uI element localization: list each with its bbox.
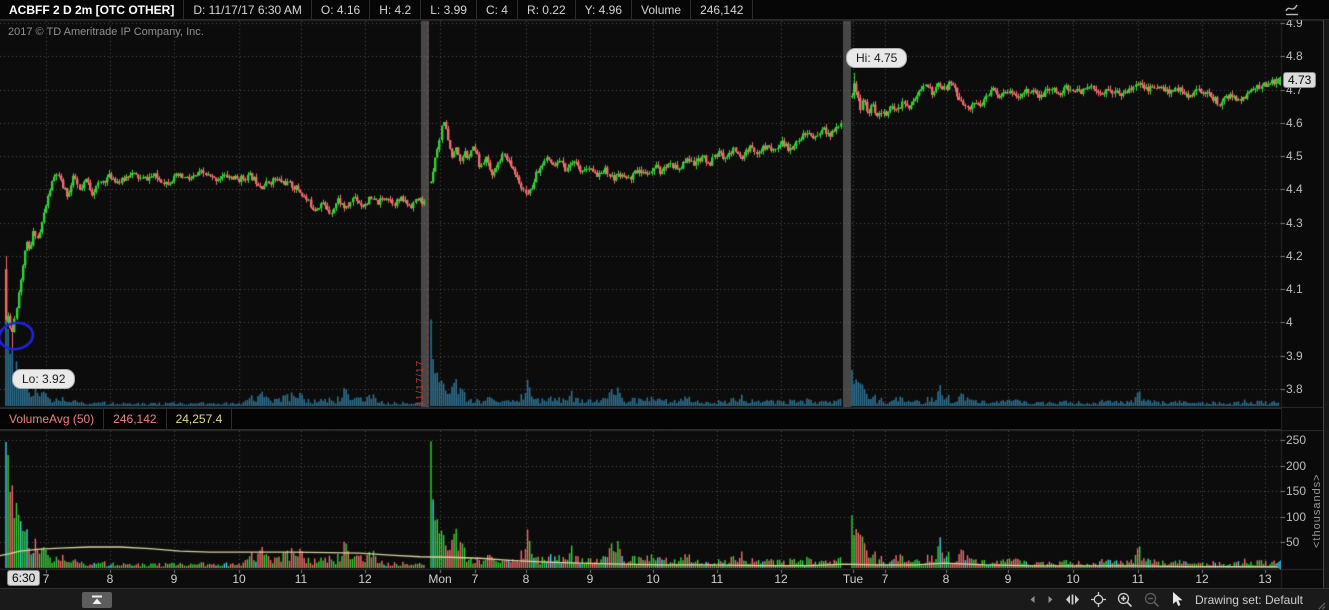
time-axis-label: 9 [586,572,594,586]
price-axis-label: 4.6 [1286,115,1303,130]
time-axis-label: 11 [294,572,308,586]
ohlc-field: D: 11/17/17 6:30 AM [184,0,312,19]
volume-axis-label: 200 [1286,458,1307,473]
volume-study-name[interactable]: VolumeAvg (50) [0,409,105,429]
chart-style-icon[interactable] [1285,3,1302,16]
price-axis-label: 4.2 [1286,248,1303,263]
time-axis-label: 13 [1258,572,1272,586]
last-price-badge: 4.73 [1283,72,1317,88]
volume-axis-label: 250 [1286,433,1307,447]
high-label: Hi: 4.75 [846,48,908,68]
price-axis-label: 4.5 [1286,149,1303,164]
time-axis-label: 7 [471,572,479,586]
time-axis-label: 8 [942,572,950,586]
pan-right-icon[interactable] [1047,595,1054,604]
collapse-icon [92,595,102,604]
time-axis-label: 12 [774,572,788,586]
ohlc-field: Y: 4.96 [576,0,633,19]
split-screen-icon[interactable] [1065,594,1080,605]
status-bar: ◂ Drawing set: Default [0,588,1329,610]
volume-axis-label: 150 [1286,484,1307,499]
time-axis-label: 9 [1004,572,1012,586]
time-axis[interactable]: 6:30 7 8 9 10 11 12 Mon 7 8 9 10 11 12 Tue 7 8 9 10 11 12 13 [0,570,1281,588]
time-axis-label: 12 [358,572,372,586]
ohlc-field: Volume [632,0,692,19]
volume-study-value[interactable]: 246,142 [104,409,167,429]
volume-axis[interactable]: 250 200 150 100 50 [1282,430,1329,570]
time-axis-label: 10 [646,572,660,586]
drawing-set-menu[interactable]: Drawing set: Default [1194,592,1303,607]
time-axis-label: 8 [522,572,530,586]
last-volume-arrow-icon [1275,560,1281,570]
zoom-out-icon[interactable] [1144,592,1160,608]
volume-axis-label: 50 [1286,535,1300,550]
ohlc-field: O: 4.16 [312,0,371,19]
pointer-cursor-icon[interactable] [1171,592,1184,607]
price-axis[interactable]: 4.9 4.8 4.7 4.6 4.5 4.4 4.3 4.2 4.1 4 3.9 3.8 [1282,0,1329,408]
price-axis-label: 3.9 [1286,348,1303,363]
volume-study-header: VolumeAvg (50) 246,142 24,257.4 [0,408,1281,430]
time-axis-label: 7 [881,572,889,586]
time-axis-label: Tue [842,572,864,586]
volume-avg-value[interactable]: 24,257.4 [167,409,233,429]
crosshair-time-badge: 6:30 [7,570,41,586]
time-axis-label: 11 [1131,572,1145,586]
ohlc-field: 246,142 [691,0,754,19]
volume-axis-label: 100 [1286,509,1307,524]
low-label: Lo: 3.92 [12,369,76,389]
zoom-in-icon[interactable] [1117,592,1133,608]
price-axis-label: 3.8 [1286,381,1303,396]
session-divider-date: 11/17/17 [415,359,426,406]
symbol-descriptor[interactable]: ACBFF 2 D 2m [OTC OTHER] [0,0,185,19]
time-axis-label: 10 [232,572,246,586]
chart-tools: Drawing set: Default [1029,589,1303,610]
last-price-arrow-icon [1275,76,1281,86]
right-scroll-strip[interactable] [1323,20,1329,588]
collapse-pane-button[interactable] [82,592,112,608]
time-axis-label: 12 [1195,572,1209,586]
time-axis-label: 7 [42,572,50,586]
time-axis-label: Mon [428,572,452,586]
time-axis-label: 10 [1066,572,1080,586]
ohlc-fields: D: 11/17/17 6:30 AM O: 4.16 H: 4.2 L: 3.99 C… [184,0,754,19]
chart-header: ACBFF 2 D 2m [OTC OTHER] D: 11/17/17 6:3… [0,0,1329,20]
ohlc-field: H: 4.2 [370,0,422,19]
crosshair-icon[interactable] [1090,592,1106,607]
ohlc-field: L: 3.99 [421,0,477,19]
time-axis-label: 11 [710,572,724,586]
resize-grip-icon[interactable] [1318,597,1326,610]
pan-left-icon[interactable] [1029,595,1036,604]
ohlc-field: R: 0.22 [518,0,576,19]
price-axis-label: 4.1 [1286,282,1303,297]
price-axis-label: 4.3 [1286,215,1303,230]
price-axis-label: 4.9 [1286,16,1303,30]
ohlc-field: C: 4 [477,0,518,19]
price-axis-label: 4 [1286,315,1293,330]
time-axis-label: 9 [170,572,178,586]
copyright-text: 2017 © TD Ameritrade IP Company, Inc. [8,26,204,38]
price-axis-label: 4.4 [1286,182,1303,197]
time-axis-label: 8 [106,572,114,586]
price-axis-label: 4.8 [1286,49,1303,64]
